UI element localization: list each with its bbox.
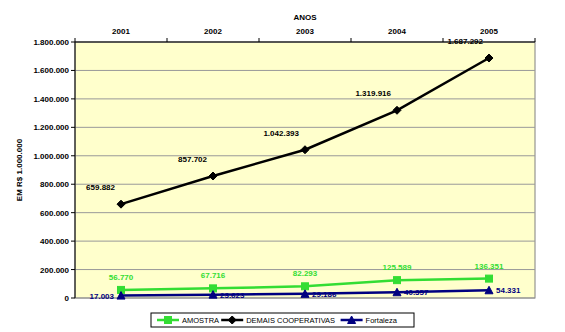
legend-marker [348, 316, 356, 324]
x-tick [259, 38, 260, 42]
grid-line [75, 184, 535, 185]
series-line [121, 58, 489, 204]
grid-line [75, 241, 535, 242]
x-tick [167, 38, 168, 42]
marker [393, 288, 401, 296]
y-tick [71, 269, 75, 270]
data-label: 17.003 [90, 292, 115, 301]
y-tick-label: 0 [65, 294, 70, 303]
data-label: 54.331 [496, 286, 521, 295]
marker [485, 54, 493, 62]
marker [485, 286, 493, 294]
x-tick [443, 38, 444, 42]
y-tick [71, 212, 75, 213]
data-label: 125.589 [383, 263, 412, 272]
marker [117, 200, 125, 208]
y-axis [75, 42, 76, 298]
legend-label: AMOSTRA [182, 316, 219, 325]
data-label: 40.357 [404, 288, 429, 297]
marker [117, 292, 125, 300]
x-tick-label: 2003 [296, 27, 314, 36]
y-tick-label: 1.800.000 [33, 38, 69, 47]
marker [301, 290, 309, 298]
legend: AMOSTRA DEMAIS COOPERATIVAS Fortaleza [151, 313, 414, 327]
data-label: 659.882 [86, 183, 115, 192]
legend-label: Fortaleza [366, 316, 398, 325]
marker [209, 172, 217, 180]
data-label: 67.716 [201, 271, 226, 280]
data-label: 82.293 [293, 269, 318, 278]
chart-svg: 0 200.000 400.000 600.000 800.000 1.000.000 1.… [0, 0, 565, 332]
grid-line [75, 127, 535, 128]
y-tick [71, 241, 75, 242]
y-tick [71, 298, 75, 299]
marker [394, 277, 401, 284]
data-label: 1.319.916 [355, 89, 391, 98]
data-label: 1.687.292 [447, 37, 483, 46]
y-tick [71, 70, 75, 71]
y-tick-label: 1.400.000 [33, 95, 69, 104]
x-tick-label: 2005 [480, 27, 498, 36]
y-tick [71, 155, 75, 156]
x-axis-label: ANOS [293, 13, 317, 22]
y-tick-label: 200.000 [40, 266, 69, 275]
y-tick-label: 1.200.000 [33, 123, 69, 132]
y-tick [71, 42, 75, 43]
y-tick [71, 184, 75, 185]
x-tick [351, 38, 352, 42]
series-line [121, 279, 489, 290]
legend-marker [165, 317, 172, 324]
marker [486, 275, 493, 282]
y-tick-label: 400.000 [40, 237, 69, 246]
data-label: 23.623 [220, 291, 245, 300]
plot-area [75, 42, 535, 298]
marker [209, 291, 217, 299]
y-tick-label: 600.000 [40, 209, 69, 218]
legend-label: DEMAIS COOPERATIVAS [246, 316, 335, 325]
data-label: 29.186 [312, 290, 337, 299]
marker [393, 106, 401, 114]
data-label: 857.702 [178, 155, 207, 164]
x-tick-label: 2004 [388, 27, 406, 36]
x-tick [75, 38, 76, 42]
data-label: 1.042.393 [263, 129, 299, 138]
grid-line [75, 212, 535, 213]
marker [302, 283, 309, 290]
data-label: 56.770 [109, 273, 134, 282]
legend-box [151, 313, 414, 327]
marks [117, 54, 493, 299]
y-tick-label: 1.000.000 [33, 152, 69, 161]
y-tick-label: 800.000 [40, 180, 69, 189]
data-labels: 56.770 67.716 82.293 125.589 136.351 659.882 8… [86, 37, 521, 301]
grid-line [75, 98, 535, 99]
legend-marker [228, 316, 236, 324]
y-tick [71, 98, 75, 99]
marker [301, 146, 309, 154]
y-tick [71, 127, 75, 128]
chart-container: 0 200.000 400.000 600.000 800.000 1.000.000 1.… [0, 0, 565, 332]
grid-line [75, 155, 535, 156]
x-tick [535, 38, 536, 42]
x-tick-label: 2001 [112, 27, 130, 36]
data-label: 136.351 [475, 262, 504, 271]
y-tick-label: 1.600.000 [33, 66, 69, 75]
x-tick-label: 2002 [204, 27, 222, 36]
y-axis-label: EM R$ 1.000.000 [15, 138, 24, 201]
